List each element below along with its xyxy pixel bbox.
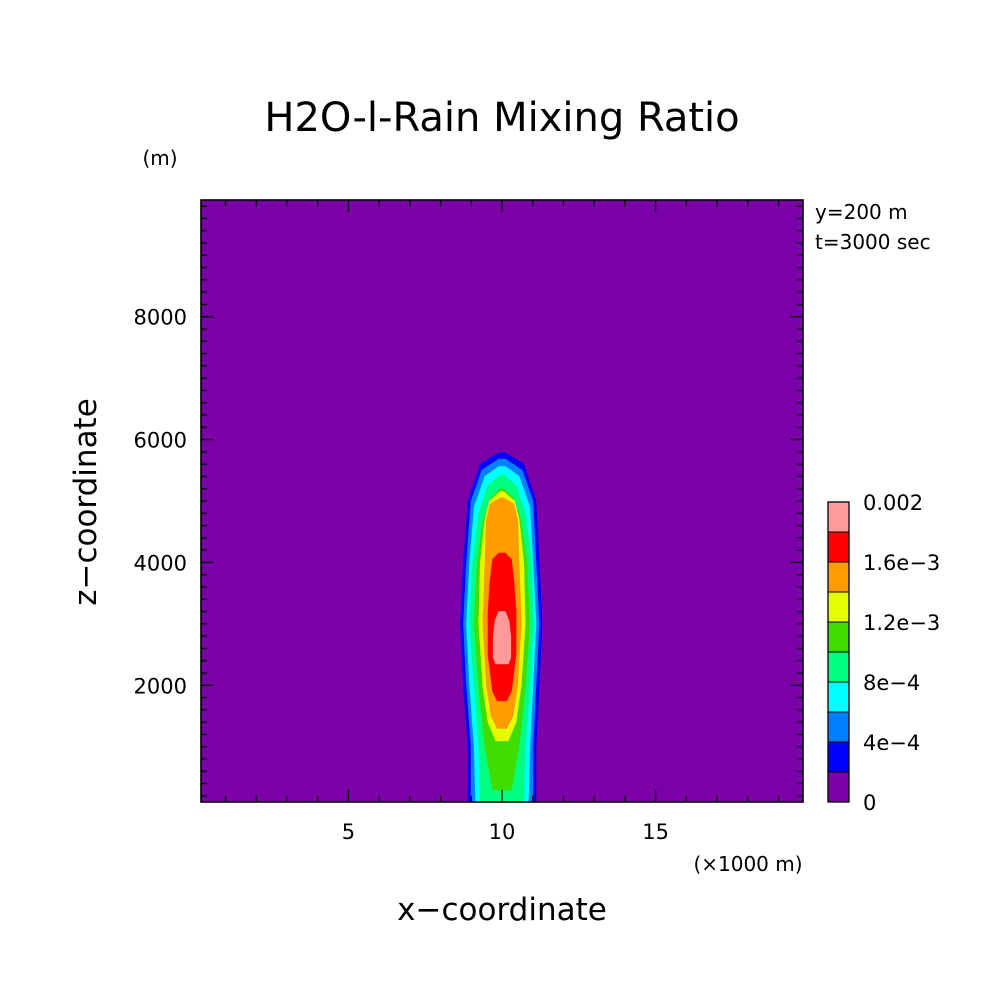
colorbar: 0 4e−4 8e−4 1.2e−3 1.6e−3 0.002: [827, 491, 940, 815]
colorbar-label: 8e−4: [863, 671, 920, 695]
colorbar-label: 1.6e−3: [863, 551, 940, 575]
colorbar-swatch: [828, 682, 849, 712]
y-unit-label: (m): [142, 146, 177, 170]
colorbar-label: 1.2e−3: [863, 611, 940, 635]
x-axis-title: x−coordinate: [397, 892, 607, 928]
colorbar-swatch: [828, 742, 849, 772]
colorbar-label: 4e−4: [863, 731, 920, 755]
y-axis-title: z−coordinate: [68, 398, 104, 606]
colorbar-label: 0: [863, 791, 876, 815]
x-tick-label: 10: [489, 820, 516, 844]
tick-labels: 5 10 15 2000 4000 6000 8000: [134, 306, 669, 844]
axis-ticks: [201, 200, 803, 802]
annotation-time: t=3000 sec: [815, 230, 931, 254]
colorbar-swatch: [828, 772, 849, 802]
y-tick-label: 6000: [134, 429, 187, 453]
colorbar-swatch: [828, 592, 849, 622]
colorbar-swatch: [828, 712, 849, 742]
colorbar-swatch: [828, 502, 849, 532]
y-tick-label: 2000: [134, 674, 187, 698]
x-tick-label: 15: [642, 820, 669, 844]
annotation-y-position: y=200 m: [815, 200, 908, 224]
colorbar-swatch: [828, 622, 849, 652]
colorbar-swatch: [828, 532, 849, 562]
colorbar-swatch: [828, 562, 849, 592]
plot-area: [200, 199, 804, 803]
x-unit-label: (×1000 m): [693, 852, 802, 876]
colorbar-label: 0.002: [863, 491, 923, 515]
y-tick-label: 8000: [134, 306, 187, 330]
contour-bands: [460, 452, 543, 803]
contour-band-8: [492, 611, 512, 665]
y-tick-label: 4000: [134, 551, 187, 575]
colorbar-swatch: [828, 652, 849, 682]
chart-title: H2O-l-Rain Mixing Ratio: [264, 95, 739, 141]
x-tick-label: 5: [342, 820, 355, 844]
